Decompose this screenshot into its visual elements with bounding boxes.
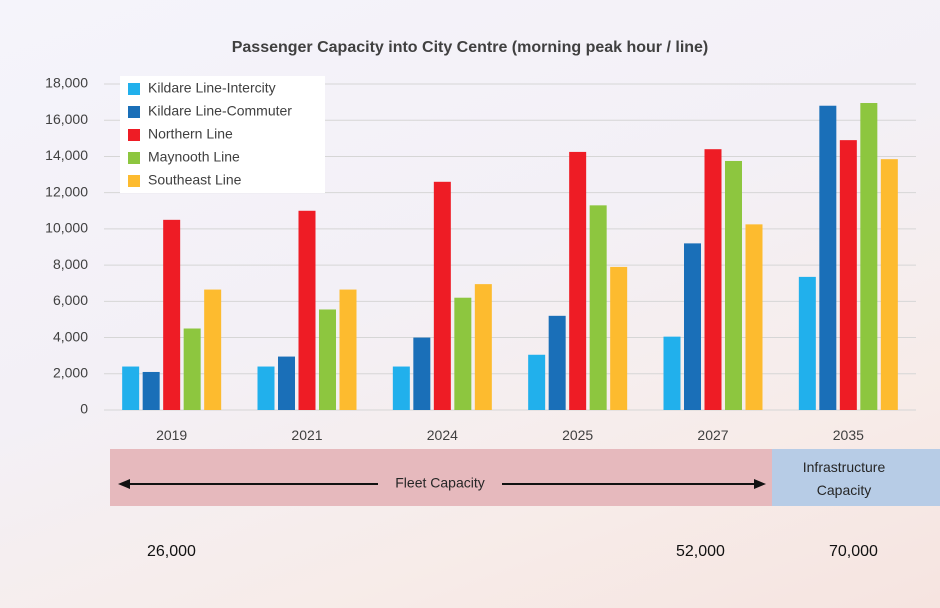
bar-northern-line-2019 [163,219,181,410]
bar-kildare-line-commuter-2027 [684,243,701,410]
legend-entry: Kildare Line-Commuter [148,103,292,119]
x-category-label: 2021 [291,427,322,443]
y-tick-label: 18,000 [45,75,88,91]
fleet-capacity-band [110,449,772,506]
bar-northern-line-2024 [433,181,451,410]
bar-kildare-line-intercity-2019 [122,366,140,410]
y-tick-label: 6,000 [53,292,88,308]
bar-maynooth-line-2024 [454,297,472,410]
bar-kildare-line-intercity-2027 [663,336,681,410]
x-category-label: 2024 [427,427,458,443]
bar-kildare-line-commuter-2019 [142,371,160,410]
y-tick-label: 4,000 [53,328,88,344]
legend-entry: Kildare Line-Intercity [148,80,276,96]
total-capacity-2019: 26,000 [147,543,196,560]
legend: Kildare Line-Intercity Kildare Line-Commu… [120,76,325,193]
bars [122,103,898,411]
y-tick-label: 10,000 [45,220,88,236]
total-capacity-2027: 52,000 [676,543,725,560]
bar-kildare-line-commuter-2024 [413,337,431,410]
x-category-label: 2035 [833,427,864,443]
bar-kildare-line-intercity-2025 [528,354,546,410]
y-tick-label: 16,000 [45,111,88,127]
legend-entry: Northern Line [148,126,233,142]
bar-northern-line-2035 [839,140,857,410]
total-capacity-2035: 70,000 [829,543,878,560]
bar-southeast-line-2027 [745,224,763,410]
infrastructure-capacity-label-line1: Infrastructure [803,459,886,475]
y-tick-label: 12,000 [45,183,88,199]
bar-southeast-line-2024 [474,284,492,410]
x-category-label: 2025 [562,427,593,443]
bar-northern-line-2025 [569,151,587,410]
x-axis-labels: 2019 2021 2024 2025 2027 2035 [156,427,864,443]
x-category-label: 2019 [156,427,187,443]
fleet-capacity-label: Fleet Capacity [395,475,484,491]
infrastructure-capacity-label-line2: Capacity [817,482,871,498]
x-category-label: 2027 [697,427,728,443]
legend-entry: Southeast Line [148,172,242,188]
infrastructure-capacity-band [772,449,940,506]
bar-southeast-line-2025 [610,266,628,410]
bar-southeast-line-2019 [204,289,222,410]
bar-maynooth-line-2019 [183,328,201,410]
legend-swatch [128,106,140,118]
bar-kildare-line-intercity-2021 [257,366,275,410]
bar-kildare-line-commuter-2035 [819,105,837,410]
bar-southeast-line-2021 [339,289,357,410]
y-tick-label: 0 [80,401,88,417]
y-axis-ticks: 0 2,000 4,000 6,000 8,000 10,000 12,000 14,000 1… [45,75,88,417]
legend-entry: Maynooth Line [148,149,240,165]
bar-southeast-line-2035 [880,159,898,410]
legend-swatch [128,175,140,187]
bar-northern-line-2021 [298,210,316,410]
bar-kildare-line-intercity-2035 [798,276,816,410]
legend-swatch [128,83,140,95]
y-tick-label: 8,000 [53,256,88,272]
legend-swatch [128,152,140,164]
fleet-capacity-arrow [118,479,766,489]
legend-swatch [128,129,140,141]
bar-kildare-line-commuter-2025 [548,315,566,410]
bar-kildare-line-commuter-2021 [278,356,295,410]
bar-maynooth-line-2025 [589,205,607,410]
bar-northern-line-2027 [704,149,722,410]
legend-box [120,76,325,193]
bar-kildare-line-intercity-2024 [392,366,410,410]
chart-title: Passenger Capacity into City Centre (mor… [232,39,709,56]
bar-maynooth-line-2027 [725,160,742,410]
bar-maynooth-line-2035 [860,103,878,411]
y-tick-label: 2,000 [53,364,88,380]
bar-maynooth-line-2021 [319,309,336,410]
y-tick-label: 14,000 [45,147,88,163]
